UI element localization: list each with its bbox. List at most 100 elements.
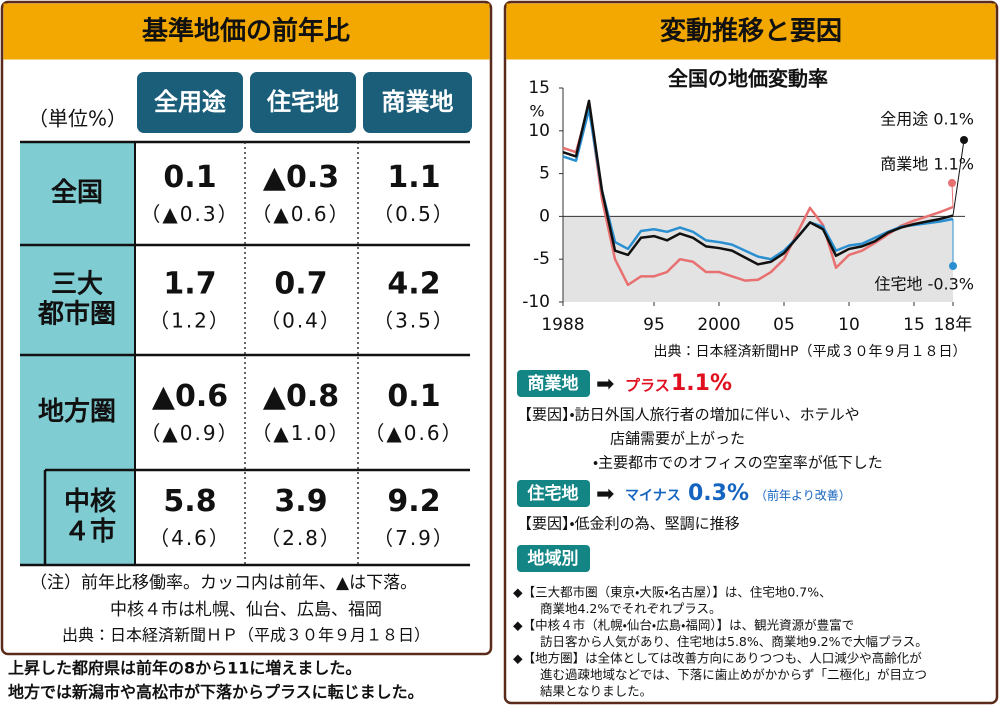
cell-previous: （3.5） xyxy=(373,309,455,333)
tag-label: 地域別 xyxy=(528,548,579,569)
x-tick-label: 18年 xyxy=(934,315,973,335)
column-header xyxy=(363,72,472,133)
x-tick-label: 2000 xyxy=(697,315,740,335)
change-note: （前年より改善） xyxy=(755,488,851,503)
cell-value: 1.1 xyxy=(387,160,440,195)
callout-dot xyxy=(949,262,957,270)
reason: 【要因】・訪日外国人旅行者の増加に伴い、ホテルや xyxy=(517,406,860,424)
annotation: 住宅地 -0.3% xyxy=(874,275,974,294)
right-panel xyxy=(503,0,999,705)
column-header-label: 住宅地 xyxy=(266,88,339,116)
callout-dot xyxy=(948,179,956,187)
cell-previous: （0.5） xyxy=(373,202,455,226)
callout-leader xyxy=(952,139,965,216)
cell-value: 0.7 xyxy=(274,267,327,302)
row-header: 中核 xyxy=(64,487,116,517)
row-header: 三大 xyxy=(51,270,103,300)
y-tick-label: -5 xyxy=(533,249,550,269)
right-header xyxy=(506,3,996,60)
annotation: 全用途 0.1% xyxy=(880,110,974,129)
regional-line: 商業地4.2%でそれぞれプラス。 xyxy=(540,601,722,616)
direction: プラス xyxy=(625,377,670,395)
tag-label: 商業地 xyxy=(528,373,579,394)
cell-value: 4.2 xyxy=(387,267,440,302)
x-tick-label: 15 xyxy=(903,315,925,335)
tag-label: 住宅地 xyxy=(527,483,579,504)
y-tick-label: 10 xyxy=(528,121,550,141)
direction: マイナス xyxy=(625,488,681,504)
regional-list: ◆【三大都市圏（東京・大阪・名古屋）】は、住宅地0.7%、商業地4.2%でそれぞ… xyxy=(513,585,928,699)
cell-previous: （▲0.6） xyxy=(364,421,463,445)
chart-source: 出典：日本経済新聞HP（平成３０年９月１８日） xyxy=(654,344,967,360)
change-value: 0.3% xyxy=(688,481,749,506)
row-header: 都市圏 xyxy=(37,299,116,330)
chart-title: 全国の地価変動率 xyxy=(668,67,828,91)
cell-previous: （0.4） xyxy=(260,309,342,333)
footer-line: 上昇した都府県は前年の8から11に増えました。 xyxy=(8,659,361,678)
cell-previous: （▲0.9） xyxy=(140,421,239,445)
series-line xyxy=(562,103,954,287)
change-value: 1.1% xyxy=(671,371,732,396)
y-unit: % xyxy=(529,102,544,121)
x-tick-label: 05 xyxy=(773,315,795,335)
x-tick-label: 95 xyxy=(643,315,665,335)
row-header: ４市 xyxy=(64,516,116,547)
y-tick-label: -10 xyxy=(522,292,550,312)
regional-line: ◆【中核４市（札幌・仙台・広島・福岡）】は、観光資源が豊富で xyxy=(513,618,854,633)
left-header xyxy=(3,3,490,60)
arrow: ➡ xyxy=(596,372,614,397)
regional-line: 訪日客から人気があり、住宅地は5.8%、商業地9.2%で大幅プラス。 xyxy=(540,634,928,649)
cell-previous: （▲0.6） xyxy=(251,202,350,226)
column-header xyxy=(250,72,356,133)
callout-leader xyxy=(951,182,954,208)
cell-previous: （▲0.3） xyxy=(140,202,239,226)
tag xyxy=(517,480,590,507)
cell-previous: （▲1.0） xyxy=(251,421,350,445)
footer-line: 地方では新潟市や高松市が下落からプラスに転じました。 xyxy=(8,683,424,702)
cell-value: 1.7 xyxy=(163,267,216,302)
source: 出典：日本経済新聞ＨＰ（平成３０年９月１８日） xyxy=(62,626,430,645)
tag xyxy=(517,545,590,572)
regional-line: 進む過疎地域などでは、下落に歯止めがかからず「二極化」が目立つ xyxy=(540,667,927,682)
arrow: ➡ xyxy=(596,482,614,507)
right-title: 変動推移と要因 xyxy=(660,17,842,47)
cell-value: ▲0.6 xyxy=(152,379,228,414)
cell-previous: （7.9） xyxy=(373,526,455,550)
series-line xyxy=(562,99,954,266)
cell-previous: （4.6） xyxy=(149,526,231,550)
annotation: 商業地 1.1% xyxy=(880,155,974,174)
cell-value: 5.8 xyxy=(163,484,216,519)
regional-line: ◆【地方圏】は全体としては改善方向にありつつも、人口減少や高齢化が xyxy=(513,651,922,666)
x-tick-label: 1988 xyxy=(541,315,584,335)
column-header-label: 商業地 xyxy=(382,88,454,116)
regional-line: ◆【三大都市圏（東京・大阪・名古屋）】は、住宅地0.7%、 xyxy=(513,585,832,600)
cell-previous: （1.2） xyxy=(149,309,231,333)
cell-value: 3.9 xyxy=(274,484,327,519)
x-tick-label: 10 xyxy=(838,315,860,335)
row-header: 全国 xyxy=(51,178,103,208)
column-header-label: 全用途 xyxy=(154,88,226,116)
cell-value: 0.1 xyxy=(163,160,216,195)
cell-value: ▲0.8 xyxy=(263,379,339,414)
tag xyxy=(517,370,590,397)
callout-dot xyxy=(960,136,968,144)
column-header xyxy=(137,72,243,133)
note: 中核４市は札幌、仙台、広島、福岡 xyxy=(110,600,382,620)
y-tick-label: 5 xyxy=(539,164,550,184)
cell-value: ▲0.3 xyxy=(263,160,339,195)
y-tick-label: 15 xyxy=(528,78,550,98)
cell-value: 9.2 xyxy=(387,484,440,519)
row-header: 地方圏 xyxy=(38,397,116,427)
cell-previous: （2.8） xyxy=(260,526,342,550)
regional-line: 結果となりました。 xyxy=(540,684,652,699)
unit-label: （単位%） xyxy=(28,107,127,131)
reason: 店舗需要が上がった xyxy=(610,430,745,448)
reason: ・主要都市でのオフィスの空室率が低下した xyxy=(593,454,883,472)
left-title: 基準地価の前年比 xyxy=(142,16,350,47)
y-tick-label: 0 xyxy=(539,206,550,226)
cell-value: 0.1 xyxy=(387,379,440,414)
